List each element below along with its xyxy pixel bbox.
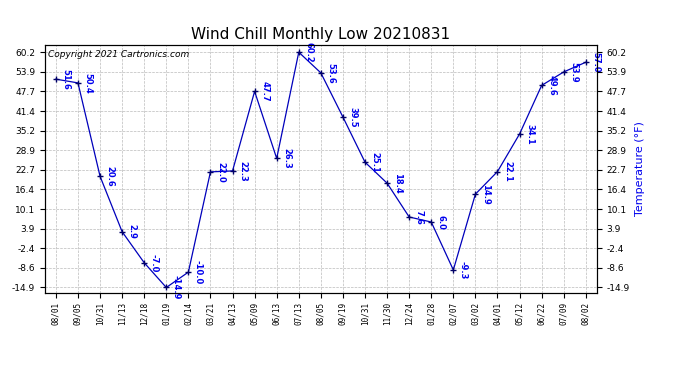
Text: 26.3: 26.3 xyxy=(282,148,291,169)
Text: 18.4: 18.4 xyxy=(393,173,402,194)
Text: 57.0: 57.0 xyxy=(591,52,600,72)
Text: 14.9: 14.9 xyxy=(481,184,490,204)
Text: 50.4: 50.4 xyxy=(83,72,92,93)
Text: 49.6: 49.6 xyxy=(547,75,556,96)
Text: 2.9: 2.9 xyxy=(128,224,137,239)
Text: 53.6: 53.6 xyxy=(326,63,335,83)
Text: 34.1: 34.1 xyxy=(525,124,534,144)
Text: -14.9: -14.9 xyxy=(172,275,181,300)
Text: Copyright 2021 Cartronics.com: Copyright 2021 Cartronics.com xyxy=(48,50,189,59)
Text: 20.6: 20.6 xyxy=(106,166,115,187)
Text: -10.0: -10.0 xyxy=(194,260,203,284)
Text: 47.7: 47.7 xyxy=(260,81,269,102)
Y-axis label: Temperature (°F): Temperature (°F) xyxy=(635,122,645,216)
Text: 7.6: 7.6 xyxy=(415,210,424,224)
Text: 6.0: 6.0 xyxy=(437,214,446,230)
Title: Wind Chill Monthly Low 20210831: Wind Chill Monthly Low 20210831 xyxy=(191,27,451,42)
Text: 51.6: 51.6 xyxy=(61,69,70,90)
Text: -7.0: -7.0 xyxy=(150,254,159,272)
Text: 25.1: 25.1 xyxy=(371,152,380,172)
Text: 22.1: 22.1 xyxy=(503,161,512,182)
Text: 53.9: 53.9 xyxy=(569,62,578,82)
Text: 22.3: 22.3 xyxy=(238,160,247,182)
Text: 60.2: 60.2 xyxy=(304,42,313,63)
Text: 39.5: 39.5 xyxy=(348,107,357,128)
Text: 22.0: 22.0 xyxy=(216,162,225,182)
Text: -9.3: -9.3 xyxy=(459,261,468,279)
